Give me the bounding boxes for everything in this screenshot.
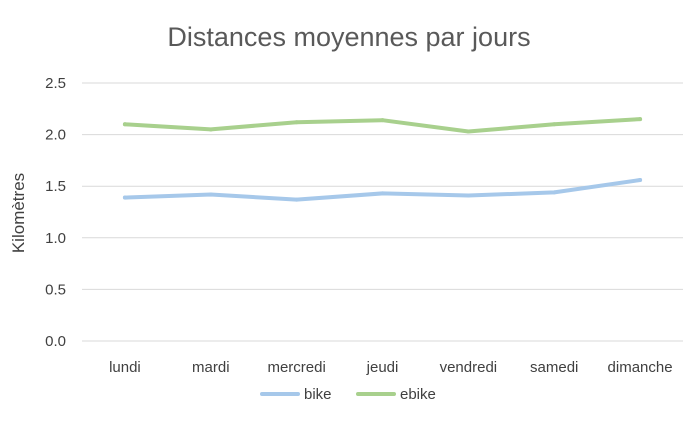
y-axis-label: Kilomètres [9,173,28,253]
data-point-bike [122,195,127,200]
chart-title: Distances moyennes par jours [167,22,530,52]
y-tick-label: 1.0 [45,230,66,247]
x-axis-ticks: lundi mardi mercredi jeudi vendredi samedi dim… [109,359,673,376]
data-point-bike [638,178,643,183]
x-tick-label: dimanche [608,359,673,376]
x-tick-label: jeudi [366,359,399,376]
legend-label: bike [304,386,332,403]
series-line-bike [122,178,643,202]
legend-label: ebike [400,386,436,403]
legend-item-bike: bike [260,386,332,403]
gridlines [82,82,683,342]
legend-item-ebike: ebike [356,386,436,403]
data-point-bike [552,190,557,195]
x-tick-label: lundi [109,359,141,376]
data-point-bike [466,193,471,198]
x-tick-label: mardi [192,359,230,376]
data-point-bike [294,197,299,202]
y-tick-label: 0.0 [45,333,66,350]
data-point-ebike [466,129,471,134]
data-point-ebike [294,120,299,125]
series-lines [122,117,643,202]
x-tick-label: vendredi [440,359,498,376]
legend: bike ebike [260,386,436,403]
data-point-ebike [638,117,643,122]
y-axis-ticks: 0.0 0.5 1.0 1.5 2.0 2.5 [45,75,66,350]
data-point-bike [208,192,213,197]
data-point-ebike [552,122,557,127]
data-point-bike [380,191,385,196]
y-tick-label: 0.5 [45,281,66,298]
data-point-ebike [122,122,127,127]
data-point-ebike [380,118,385,123]
y-tick-label: 1.5 [45,178,66,195]
data-point-ebike [208,127,213,132]
x-tick-label: mercredi [267,359,325,376]
y-tick-label: 2.0 [45,127,66,144]
x-tick-label: samedi [530,359,578,376]
y-tick-label: 2.5 [45,75,66,92]
